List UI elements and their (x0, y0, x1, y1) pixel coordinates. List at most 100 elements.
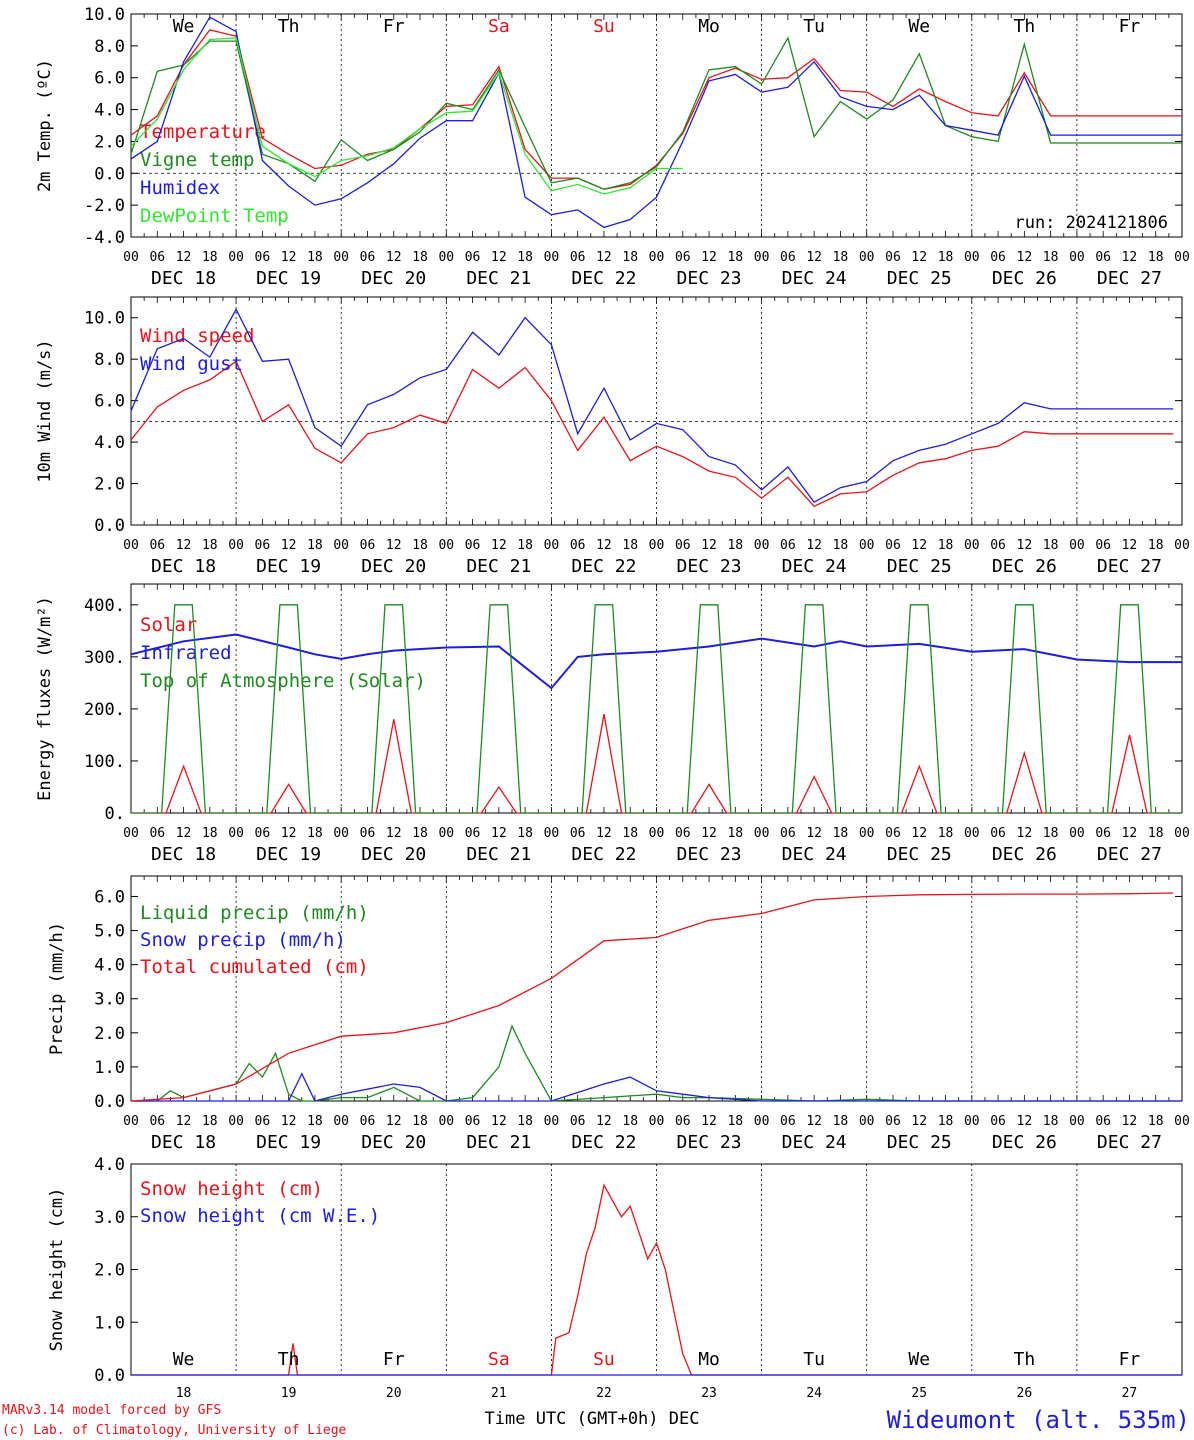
y-tick-label: 3.0 (94, 1208, 125, 1228)
hour-tick-label: 18 (622, 538, 638, 553)
series-line-wind-0 (130, 360, 1174, 508)
hour-tick-label: 18 (307, 826, 323, 841)
hour-tick-label: 06 (885, 538, 901, 553)
y-tick-label: 6.0 (94, 392, 125, 412)
y-tick-label: 10.0 (84, 5, 125, 25)
weekday-label: Tu (803, 1349, 825, 1370)
series-line-energy-0 (131, 713, 1182, 814)
y-tick-label: 6.0 (94, 69, 125, 89)
hour-tick-label: 00 (438, 250, 454, 265)
hour-tick-label: 06 (675, 826, 691, 841)
hour-tick-label: 18 (1148, 1114, 1164, 1129)
hour-tick-label: 18 (412, 826, 428, 841)
hour-tick-label: 00 (1069, 538, 1085, 553)
date-label: DEC 19 (256, 268, 321, 289)
date-label: DEC 26 (992, 556, 1057, 577)
y-tick-label: 8.0 (94, 37, 125, 57)
y-tick-label: -4.0 (84, 228, 125, 248)
hour-tick-label: 00 (754, 1114, 770, 1129)
day-number: 21 (491, 1386, 507, 1401)
hour-tick-label: 06 (780, 538, 796, 553)
hour-tick-label: 18 (938, 1114, 954, 1129)
y-tick-label: 0.0 (94, 164, 125, 184)
hour-tick-label: 06 (885, 826, 901, 841)
date-label: DEC 22 (571, 556, 636, 577)
hour-tick-label: 00 (438, 1114, 454, 1129)
legend-entry: Liquid precip (mm/h) (140, 902, 369, 924)
hour-tick-label: 12 (701, 826, 717, 841)
y-tick-label: 1.0 (94, 1313, 125, 1333)
date-label: DEC 20 (361, 1132, 426, 1153)
date-label: DEC 19 (256, 556, 321, 577)
date-label: DEC 21 (466, 556, 531, 577)
y-tick-label: 4.0 (94, 433, 125, 453)
hour-tick-label: 00 (228, 1114, 244, 1129)
hour-tick-label: 18 (202, 826, 218, 841)
hour-tick-label: 18 (307, 250, 323, 265)
date-label: DEC 19 (256, 1132, 321, 1153)
legend-entry: Humidex (140, 177, 220, 199)
y-axis-label: Precip (mm/h) (47, 922, 67, 1055)
hour-tick-label: 06 (465, 1114, 481, 1129)
hour-tick-label: 06 (465, 826, 481, 841)
hour-tick-label: 00 (649, 1114, 665, 1129)
date-label: DEC 25 (887, 844, 952, 865)
weekday-label: Th (278, 1349, 300, 1370)
series-line-temp-2 (130, 16, 1182, 229)
hour-tick-label: 12 (491, 1114, 507, 1129)
date-label: DEC 26 (992, 268, 1057, 289)
hour-tick-label: 18 (517, 826, 533, 841)
hour-tick-label: 00 (649, 538, 665, 553)
hour-tick-label: 00 (859, 538, 875, 553)
date-label: DEC 26 (992, 1132, 1057, 1153)
hour-tick-label: 00 (649, 250, 665, 265)
hour-tick-label: 06 (465, 250, 481, 265)
y-axis-label: 10m Wind (m/s) (35, 339, 55, 482)
hour-tick-label: 06 (1095, 250, 1111, 265)
hour-tick-label: 06 (1095, 538, 1111, 553)
date-label: DEC 20 (361, 844, 426, 865)
date-label: DEC 24 (782, 844, 847, 865)
y-axis-label: Snow height (cm) (47, 1188, 67, 1352)
y-tick-label: 2.0 (94, 475, 125, 495)
hour-tick-label: 00 (964, 538, 980, 553)
day-number: 20 (386, 1386, 402, 1401)
y-tick-label: 0.0 (94, 1092, 125, 1112)
hour-tick-label: 12 (281, 250, 297, 265)
hour-tick-label: 00 (123, 538, 139, 553)
hour-tick-label: 00 (438, 538, 454, 553)
y-tick-label: 2.0 (94, 132, 125, 152)
hour-tick-label: 18 (1148, 538, 1164, 553)
hour-tick-label: 06 (675, 1114, 691, 1129)
hour-tick-label: 06 (675, 250, 691, 265)
weekday-label: Fr (1119, 1349, 1141, 1370)
series-line-wind-1 (130, 308, 1174, 504)
hour-tick-label: 00 (1174, 250, 1190, 265)
series-line-precip-1 (131, 1072, 1182, 1102)
date-label: DEC 24 (782, 556, 847, 577)
hour-tick-label: 00 (123, 1114, 139, 1129)
hour-tick-label: 12 (1122, 250, 1138, 265)
hour-tick-label: 12 (1122, 826, 1138, 841)
hour-tick-label: 06 (149, 538, 165, 553)
hour-tick-label: 12 (1122, 1114, 1138, 1129)
hour-tick-label: 12 (911, 538, 927, 553)
hour-tick-label: 06 (255, 826, 271, 841)
hour-tick-label: 00 (649, 826, 665, 841)
date-label: DEC 21 (466, 268, 531, 289)
y-tick-label: 4.0 (94, 101, 125, 121)
y-tick-label: 0.0 (94, 516, 125, 536)
hour-tick-label: 12 (911, 826, 927, 841)
date-label: DEC 18 (151, 844, 216, 865)
hour-tick-label: 00 (333, 250, 349, 265)
legend-entry: Snow precip (mm/h) (140, 929, 346, 951)
hour-tick-label: 00 (1069, 826, 1085, 841)
hour-tick-label: 06 (570, 1114, 586, 1129)
hour-tick-label: 18 (1043, 1114, 1059, 1129)
hour-tick-label: 06 (360, 538, 376, 553)
hour-tick-label: 12 (386, 826, 402, 841)
legend-entry: DewPoint Temp (140, 205, 289, 227)
hour-tick-label: 18 (622, 1114, 638, 1129)
hour-tick-label: 12 (176, 1114, 192, 1129)
